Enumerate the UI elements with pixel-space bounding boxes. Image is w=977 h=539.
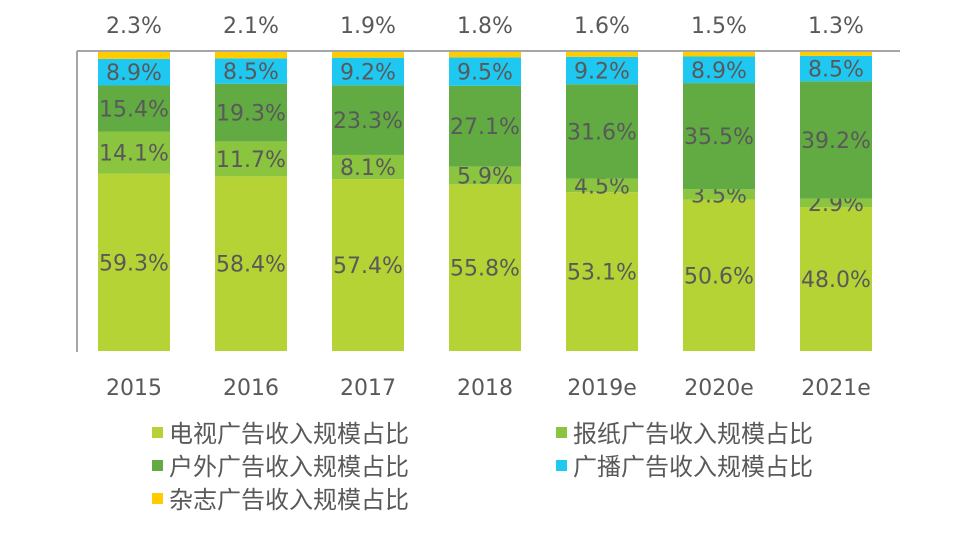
bar-segment <box>449 166 521 185</box>
x-tick-label: 2016 <box>223 376 279 401</box>
bar-segment <box>215 141 287 177</box>
bar-segment <box>98 52 170 59</box>
bar-segment <box>566 192 638 351</box>
bar-segment <box>449 52 521 58</box>
bar-segment <box>332 52 404 58</box>
bar-segment <box>800 198 872 208</box>
data-label: 5.9% <box>457 165 513 190</box>
data-label: 8.5% <box>808 58 864 83</box>
data-label: 48.0% <box>801 268 871 293</box>
data-label: 59.3% <box>99 251 169 276</box>
legend-label: 户外广告收入规模占比 <box>169 453 409 481</box>
bar-segment <box>566 56 638 85</box>
x-tick-label: 2019e <box>567 376 637 401</box>
data-label: 9.2% <box>340 60 396 85</box>
data-label: 8.9% <box>106 61 162 86</box>
legend-label: 电视广告收入规模占比 <box>169 420 409 448</box>
data-label: 2.1% <box>223 14 279 39</box>
legend-swatch <box>152 460 163 471</box>
legend-label: 报纸广告收入规模占比 <box>573 420 813 448</box>
data-label: 27.1% <box>450 115 520 140</box>
bar-segment <box>332 154 404 180</box>
data-label: 8.1% <box>340 156 396 181</box>
bar-segment <box>566 178 638 193</box>
legend-label: 杂志广告收入规模占比 <box>169 486 409 514</box>
bar-segment <box>800 52 872 56</box>
x-tick-label: 2020e <box>684 376 754 401</box>
x-tick-label: 2015 <box>106 376 162 401</box>
legend-label: 广播广告收入规模占比 <box>573 453 813 481</box>
data-label: 35.5% <box>684 125 754 150</box>
bar-segment <box>215 58 287 84</box>
bar-segment <box>98 85 170 132</box>
bar-segment <box>449 184 521 351</box>
data-label: 8.5% <box>223 60 279 85</box>
data-label: 39.2% <box>801 129 871 154</box>
bar-segment <box>332 179 404 351</box>
bar-segment <box>449 85 521 167</box>
bar-segment <box>800 207 872 351</box>
bar-segment <box>683 83 755 190</box>
legend-swatch <box>556 427 567 438</box>
data-label: 23.3% <box>333 109 403 134</box>
bar-segment <box>332 85 404 155</box>
bar-segment <box>215 83 287 142</box>
bar-segment <box>98 58 170 86</box>
data-label: 9.2% <box>574 60 630 85</box>
bar-segment <box>683 52 755 57</box>
data-label: 1.6% <box>574 14 630 39</box>
data-label: 8.9% <box>691 59 747 84</box>
x-tick-label: 2017 <box>340 376 396 401</box>
data-label: 31.6% <box>567 121 637 146</box>
bar-segment <box>566 52 638 57</box>
data-label: 1.3% <box>808 14 864 39</box>
x-tick-label: 2018 <box>457 376 513 401</box>
data-label: 9.5% <box>457 61 513 86</box>
data-label: 57.4% <box>333 254 403 279</box>
bar-segment <box>449 57 521 86</box>
bar-segment <box>332 57 404 86</box>
bar-segment <box>98 173 170 351</box>
bar-segment <box>215 52 287 59</box>
bars-group: 59.3% 14.1% 15.4% 8.9% 2.3% 2015 58.4% 11.7% 19.… <box>98 14 872 401</box>
data-label: 19.3% <box>216 102 286 127</box>
data-label: 1.8% <box>457 14 513 39</box>
bar-segment <box>98 131 170 174</box>
data-label: 11.7% <box>216 148 286 173</box>
legend-swatch <box>152 427 163 438</box>
data-label: 55.8% <box>450 257 520 282</box>
data-label: 1.9% <box>340 14 396 39</box>
bar-segment <box>683 189 755 200</box>
data-label: 15.4% <box>99 98 169 123</box>
legend-swatch <box>152 493 163 504</box>
bar-segment <box>566 84 638 179</box>
bar-segment <box>683 56 755 84</box>
data-label: 2.3% <box>106 14 162 39</box>
data-label: 53.1% <box>567 261 637 286</box>
x-tick-label: 2021e <box>801 376 871 401</box>
data-label: 14.1% <box>99 142 169 167</box>
data-label: 58.4% <box>216 253 286 278</box>
bar-segment <box>683 199 755 351</box>
bar-segment <box>800 55 872 82</box>
bar-segment <box>215 176 287 351</box>
legend-swatch <box>556 460 567 471</box>
bar-segment <box>800 81 872 199</box>
data-label: 50.6% <box>684 264 754 289</box>
data-label: 1.5% <box>691 14 747 39</box>
